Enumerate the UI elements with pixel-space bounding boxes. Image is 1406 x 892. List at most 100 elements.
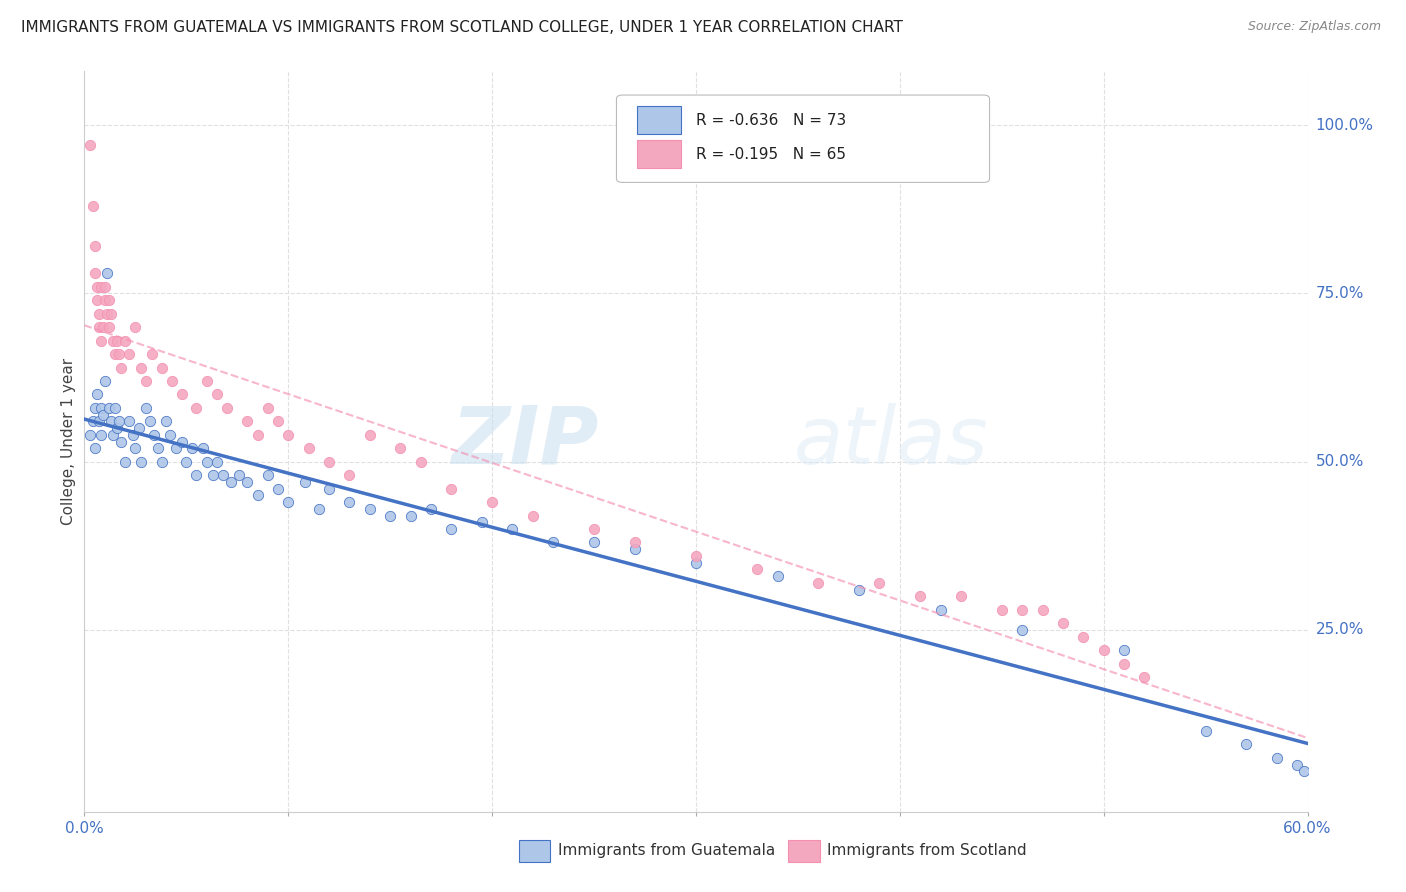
Point — [93, 293, 115, 308]
Text: IMMIGRANTS FROM GUATEMALA VS IMMIGRANTS FROM SCOTLAND COLLEGE, UNDER 1 YEAR CORR: IMMIGRANTS FROM GUATEMALA VS IMMIGRANTS … — [21, 20, 903, 35]
Point — [105, 421, 128, 435]
Point — [104, 347, 127, 361]
Point — [318, 455, 340, 469]
Point — [481, 495, 503, 509]
Point — [1114, 643, 1136, 657]
Point — [1052, 616, 1074, 631]
Point — [87, 414, 110, 428]
Point — [150, 360, 173, 375]
Text: Immigrants from Guatemala: Immigrants from Guatemala — [558, 844, 775, 858]
Point — [471, 516, 494, 530]
Point — [181, 442, 204, 456]
FancyBboxPatch shape — [616, 95, 990, 183]
Point — [1133, 670, 1156, 684]
Point — [108, 347, 131, 361]
Point — [110, 360, 132, 375]
Point — [100, 414, 122, 428]
Point — [246, 427, 269, 442]
Point — [93, 374, 115, 388]
Point — [172, 434, 194, 449]
Text: ZIP: ZIP — [451, 402, 598, 481]
Point — [104, 401, 127, 415]
Point — [267, 482, 290, 496]
Point — [201, 468, 224, 483]
Point — [257, 468, 280, 483]
Point — [131, 455, 153, 469]
Point — [1032, 603, 1054, 617]
Point — [124, 442, 146, 456]
Point — [114, 455, 136, 469]
Point — [101, 427, 124, 442]
Point — [1234, 738, 1257, 752]
Point — [359, 427, 381, 442]
Point — [747, 562, 769, 576]
Bar — [637, 140, 682, 169]
Point — [114, 334, 136, 348]
Point — [186, 468, 208, 483]
Point — [96, 307, 118, 321]
Point — [869, 575, 891, 590]
Bar — [519, 840, 550, 862]
Point — [97, 320, 120, 334]
Point — [228, 468, 250, 483]
Point — [82, 414, 104, 428]
Point — [124, 320, 146, 334]
Point — [522, 508, 544, 523]
Point — [420, 501, 443, 516]
Point — [685, 549, 707, 563]
Point — [1292, 764, 1315, 779]
Point — [135, 401, 157, 415]
Point — [86, 279, 108, 293]
Point — [1114, 657, 1136, 671]
Text: Source: ZipAtlas.com: Source: ZipAtlas.com — [1247, 20, 1381, 33]
Point — [219, 475, 242, 489]
Point — [146, 442, 169, 456]
Point — [582, 535, 605, 549]
Point — [83, 266, 105, 280]
Point — [399, 508, 422, 523]
Text: atlas: atlas — [794, 402, 988, 481]
Point — [141, 347, 163, 361]
Point — [91, 320, 114, 334]
Point — [624, 542, 647, 557]
Point — [277, 427, 299, 442]
Point — [186, 401, 208, 415]
Text: 50.0%: 50.0% — [1316, 454, 1364, 469]
Point — [339, 468, 360, 483]
Point — [543, 535, 565, 549]
Point — [87, 307, 110, 321]
Point — [79, 138, 101, 153]
Point — [217, 401, 239, 415]
Point — [339, 495, 360, 509]
Point — [131, 360, 153, 375]
Point — [991, 603, 1014, 617]
Point — [90, 401, 112, 415]
Point — [1011, 603, 1033, 617]
Point — [191, 442, 214, 456]
Point — [159, 427, 181, 442]
Point — [318, 482, 340, 496]
Point — [908, 590, 931, 604]
Point — [807, 575, 830, 590]
Point — [582, 522, 605, 536]
Point — [929, 603, 952, 617]
Point — [501, 522, 523, 536]
Point — [108, 414, 131, 428]
Point — [105, 334, 128, 348]
Point — [685, 556, 707, 570]
Point — [1286, 757, 1309, 772]
Y-axis label: College, Under 1 year: College, Under 1 year — [60, 358, 76, 525]
Point — [128, 421, 150, 435]
Text: R = -0.636   N = 73: R = -0.636 N = 73 — [696, 112, 846, 128]
Point — [195, 374, 218, 388]
Point — [257, 401, 280, 415]
Point — [212, 468, 235, 483]
Point — [1195, 723, 1218, 738]
Point — [298, 442, 321, 456]
Point — [160, 374, 183, 388]
Point — [96, 266, 118, 280]
Point — [110, 434, 132, 449]
Point — [267, 414, 290, 428]
Text: 100.0%: 100.0% — [1316, 118, 1374, 133]
Point — [87, 320, 110, 334]
